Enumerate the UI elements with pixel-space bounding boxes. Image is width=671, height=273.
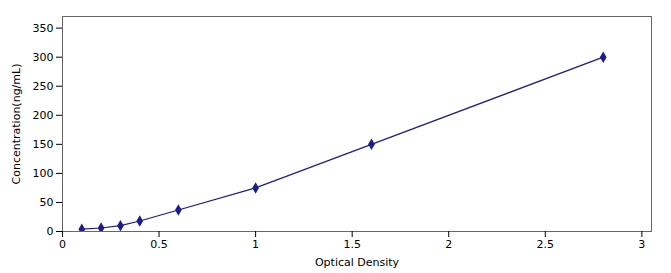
svg-text:250: 250 xyxy=(33,80,54,93)
svg-text:300: 300 xyxy=(33,51,54,64)
svg-text:0: 0 xyxy=(47,225,54,238)
svg-text:Optical Density: Optical Density xyxy=(315,256,400,269)
svg-text:2: 2 xyxy=(445,238,452,251)
svg-text:1.5: 1.5 xyxy=(343,238,361,251)
svg-text:3: 3 xyxy=(638,238,645,251)
svg-text:100: 100 xyxy=(33,167,54,180)
svg-text:350: 350 xyxy=(33,22,54,35)
svg-text:50: 50 xyxy=(40,196,54,209)
svg-text:1: 1 xyxy=(252,238,259,251)
svg-text:150: 150 xyxy=(33,138,54,151)
svg-text:2.5: 2.5 xyxy=(537,238,555,251)
svg-text:0.5: 0.5 xyxy=(150,238,168,251)
svg-text:0: 0 xyxy=(59,238,66,251)
svg-text:Concentration(ng/mL): Concentration(ng/mL) xyxy=(10,64,23,185)
svg-text:200: 200 xyxy=(33,109,54,122)
